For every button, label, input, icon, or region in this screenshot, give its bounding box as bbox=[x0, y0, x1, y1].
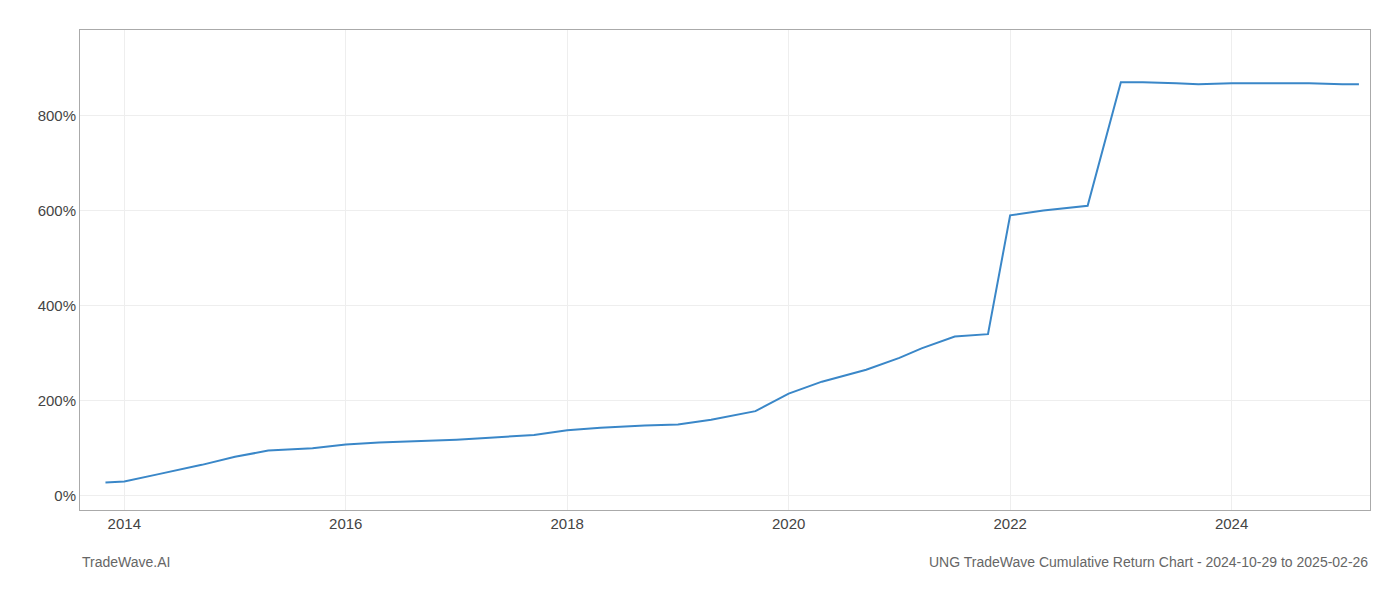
svg-text:0%: 0% bbox=[54, 487, 76, 504]
svg-text:2016: 2016 bbox=[329, 515, 362, 532]
svg-text:600%: 600% bbox=[38, 202, 76, 219]
svg-text:UNG TradeWave Cumulative Retur: UNG TradeWave Cumulative Return Chart - … bbox=[929, 554, 1368, 570]
svg-text:TradeWave.AI: TradeWave.AI bbox=[82, 554, 170, 570]
svg-text:2014: 2014 bbox=[108, 515, 141, 532]
svg-text:400%: 400% bbox=[38, 297, 76, 314]
svg-text:800%: 800% bbox=[38, 107, 76, 124]
svg-text:2024: 2024 bbox=[1215, 515, 1248, 532]
svg-text:2022: 2022 bbox=[993, 515, 1026, 532]
svg-text:2018: 2018 bbox=[551, 515, 584, 532]
svg-text:2020: 2020 bbox=[772, 515, 805, 532]
svg-text:200%: 200% bbox=[38, 392, 76, 409]
